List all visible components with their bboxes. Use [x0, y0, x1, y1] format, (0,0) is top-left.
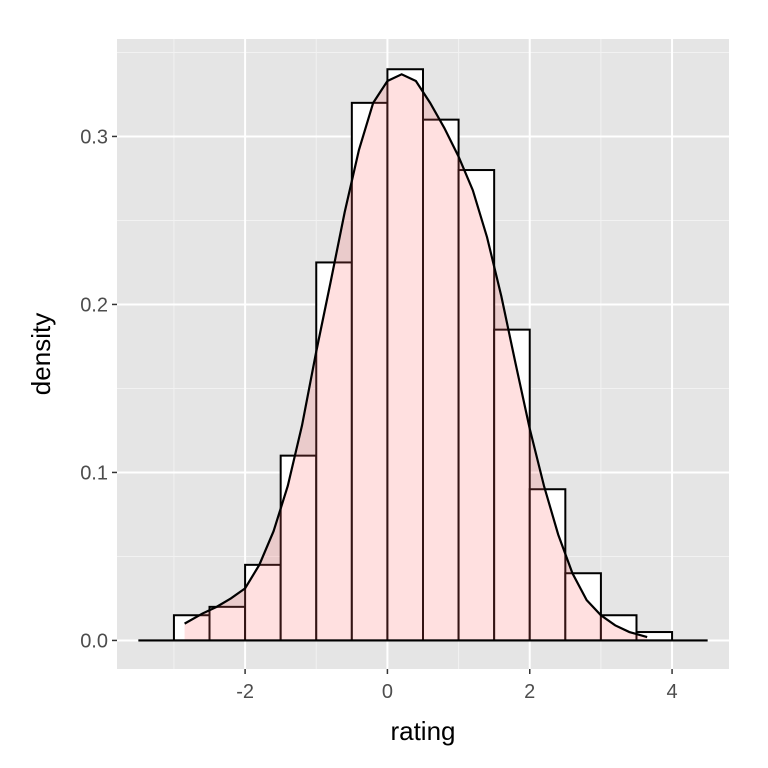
x-axis-title: rating: [390, 716, 455, 746]
y-tick-label: 0.2: [80, 294, 108, 316]
histogram-bar: [386, 68, 425, 642]
density-area: [184, 74, 648, 641]
histogram-bar: [208, 605, 247, 642]
y-axis-title: density: [26, 313, 56, 395]
x-tick-label: 2: [524, 681, 535, 703]
x-tick-label: 0: [382, 681, 393, 703]
density-layer: [184, 73, 648, 641]
histogram-bar: [564, 572, 602, 642]
x-tick-label: -2: [236, 681, 254, 703]
histogram-bar: [528, 488, 567, 642]
histogram-bars: [172, 68, 674, 642]
y-tick-label: 0.0: [80, 630, 108, 652]
x-tick-label: 4: [667, 681, 678, 703]
density-curve: [184, 73, 648, 639]
x-axis-ticks: -2 0 2 4: [236, 669, 678, 703]
y-tick-label: 0.1: [80, 462, 108, 484]
histogram-bar: [457, 169, 496, 642]
histogram-bar: [493, 328, 531, 642]
y-axis-ticks: 0.0 0.1 0.2 0.3: [80, 126, 117, 652]
y-tick-label: 0.3: [80, 126, 108, 148]
